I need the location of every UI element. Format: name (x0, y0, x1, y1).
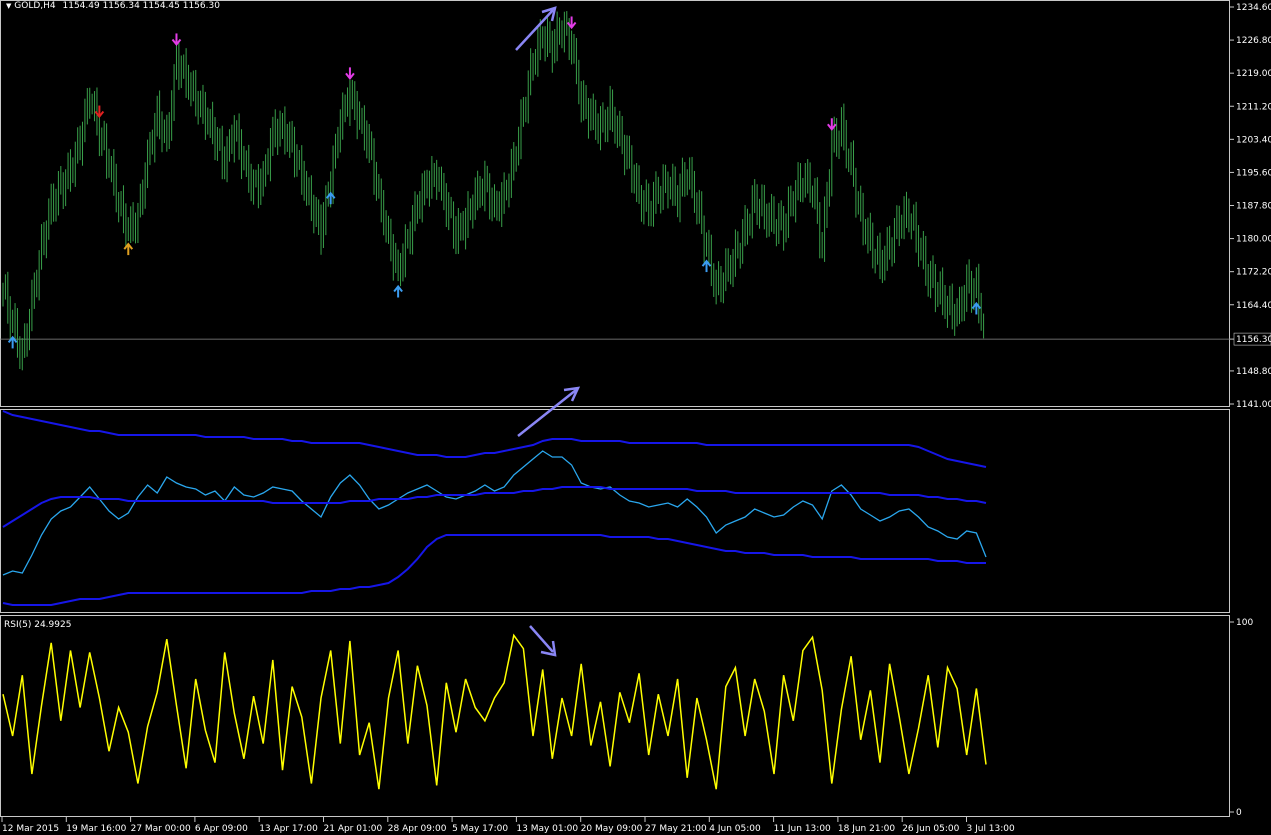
current-price-box (1233, 332, 1271, 346)
symbol-label: GOLD,H4 (14, 1, 56, 11)
time-tick-label: 27 May 21:00 (645, 824, 707, 834)
price-tick-label: 1172.20 (1236, 268, 1271, 278)
time-tick-label: 28 Apr 09:00 (388, 824, 447, 834)
buy-arrow-icon (325, 191, 336, 199)
sell-arrow-icon (171, 38, 182, 47)
time-tick-label: 21 Apr 01:00 (324, 824, 383, 834)
time-tick-label: 26 Jun 05:00 (902, 824, 959, 834)
price-tick-label: 1187.80 (1236, 202, 1271, 212)
price-tick-label: 1164.40 (1236, 301, 1271, 311)
price-tick-label: 1141.00 (1236, 400, 1271, 410)
rsi-line (2, 633, 987, 790)
buy-arrow-icon (7, 335, 18, 344)
rsi-annotation-line (529, 625, 554, 653)
rsi-title: RSI(5) 24.9925 (4, 620, 72, 630)
sell-arrow-icon (827, 123, 837, 131)
price-tick-label: 1148.80 (1236, 367, 1271, 377)
rsi-annotation-arrowhead (540, 640, 557, 657)
sell-arrow-icon (345, 72, 355, 80)
price-tick-label: 1211.20 (1236, 102, 1271, 112)
price-tick-label: 1226.80 (1236, 36, 1271, 46)
time-tick-label: 20 May 09:00 (581, 824, 643, 834)
time-tick-label: 27 Mar 00:00 (131, 824, 191, 834)
time-tick-label: 19 Mar 16:00 (66, 824, 126, 834)
time-tick-label: 5 May 17:00 (452, 824, 508, 834)
time-tick-label: 11 Jun 13:00 (774, 824, 831, 834)
rsi-tick-label: 100 (1236, 618, 1253, 628)
bollinger-upper-line (2, 410, 987, 468)
buy-arrow-icon (123, 242, 134, 250)
rsi-panel[interactable] (0, 615, 1230, 817)
bands-annotation-line (517, 389, 577, 437)
ohlc-values: 1154.49 1156.34 1154.45 1156.30 (62, 1, 220, 11)
bollinger-price-line (2, 450, 987, 576)
bollinger-lower-line (2, 534, 986, 606)
time-tick-label: 3 Jul 13:00 (967, 824, 1016, 834)
rsi-tick-label: 0 (1236, 808, 1242, 818)
trend-annotation-arrowhead (541, 6, 557, 22)
price-tick-label: 1203.40 (1236, 135, 1271, 145)
price-tick-label: 1219.00 (1236, 69, 1271, 79)
bands-annotation-arrowhead (563, 386, 581, 402)
trend-annotation-line (515, 9, 554, 51)
time-tick-label: 13 May 01:00 (516, 824, 578, 834)
sell-arrow-icon (94, 110, 105, 119)
time-tick-label: 12 Mar 2015 (2, 824, 59, 834)
time-tick-label: 18 Jun 21:00 (838, 824, 895, 834)
menu-triangle-icon[interactable]: ▼ (6, 2, 12, 10)
sell-arrow-icon (566, 21, 577, 30)
bollinger-middle-line (2, 486, 987, 528)
chart-header: ▼ GOLD,H4 1154.49 1156.34 1154.45 1156.3… (6, 1, 220, 11)
price-tick-label: 1195.60 (1236, 168, 1271, 178)
bollinger-panel[interactable] (0, 409, 1230, 613)
time-tick-label: 13 Apr 17:00 (259, 824, 318, 834)
price-tick-label: 1180.00 (1236, 235, 1271, 245)
time-tick-label: 4 Jun 05:00 (709, 824, 761, 834)
buy-arrow-icon (393, 284, 403, 293)
price-tick-label: 1156.30 (1236, 335, 1271, 345)
main-price-panel[interactable] (0, 0, 1230, 407)
price-tick-label: 1234.60 (1236, 3, 1271, 13)
time-tick-label: 6 Apr 09:00 (195, 824, 248, 834)
buy-arrow-icon (701, 259, 712, 267)
buy-arrow-icon (971, 301, 982, 310)
